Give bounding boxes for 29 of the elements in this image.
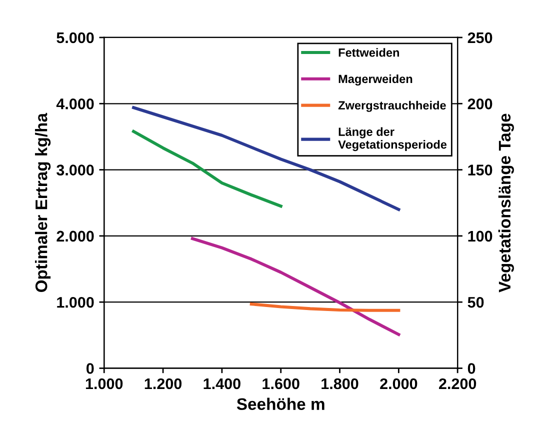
x-tick-label: 2.000 xyxy=(380,378,418,390)
y-tick-label: 4.000 xyxy=(56,98,94,110)
x-tick-label: 1.400 xyxy=(204,378,240,390)
y2-axis-title: Vegetationslänge Tage xyxy=(498,114,514,292)
x-tick-label: 2.200 xyxy=(438,378,476,390)
y-tick-label: 1.000 xyxy=(57,296,94,308)
legend-label: Fettweiden xyxy=(338,48,399,57)
x-axis-title: Seehöhe m xyxy=(236,398,324,410)
y-axis-title: Optimaler Ertrag kg/ha xyxy=(35,112,51,292)
y-tick-label: 5.000 xyxy=(56,32,94,44)
y2-tick-label: 150 xyxy=(468,164,492,176)
legend-label: Magerweiden xyxy=(338,74,412,86)
y-tick-label: 2.000 xyxy=(56,230,94,242)
line-series xyxy=(250,302,400,312)
y-tick-label: 0 xyxy=(86,363,94,374)
line-series xyxy=(190,237,400,336)
line-series xyxy=(132,130,282,208)
y-tick-label: 3.000 xyxy=(56,164,94,176)
y2-tick-label: 250 xyxy=(468,32,492,44)
x-tick-label: 1.800 xyxy=(322,378,358,390)
x-tick-label: 1.000 xyxy=(86,378,123,390)
y2-tick-label: 0 xyxy=(468,363,476,374)
y2-tick-label: 50 xyxy=(468,296,484,308)
legend-label: Länge der Vegetationsperiode xyxy=(338,127,447,152)
y2-tick-label: 200 xyxy=(468,98,492,110)
legend-label: Zwergstrauchheide xyxy=(338,100,446,112)
x-tick-label: 1.600 xyxy=(262,378,300,390)
y2-tick-label: 100 xyxy=(468,230,492,242)
x-tick-label: 1.200 xyxy=(144,378,182,390)
